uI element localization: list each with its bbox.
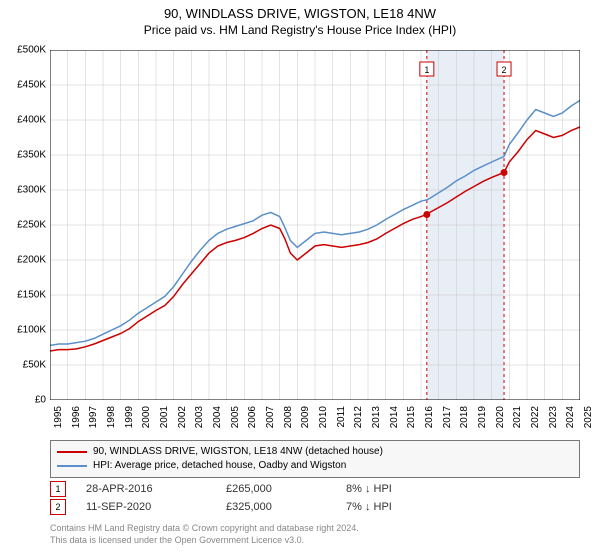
legend-swatch [57, 465, 87, 467]
x-axis-label: 2016 [424, 406, 435, 428]
y-axis-label: £400K [17, 115, 46, 126]
y-axis-label: £500K [17, 45, 46, 56]
sale-date: 11-SEP-2020 [86, 501, 206, 513]
sale-marker: 2 [50, 499, 66, 515]
svg-text:2: 2 [502, 65, 507, 75]
legend-item: 90, WINDLASS DRIVE, WIGSTON, LE18 4NW (d… [57, 445, 573, 459]
x-axis-label: 1998 [106, 406, 117, 428]
x-axis-label: 1999 [124, 406, 135, 428]
y-axis-label: £50K [23, 360, 46, 371]
x-axis-label: 2001 [159, 406, 170, 428]
x-axis-label: 1995 [53, 406, 64, 428]
x-axis-label: 2024 [565, 406, 576, 428]
x-axis-label: 2022 [530, 406, 541, 428]
sale-row: 2 11-SEP-2020 £325,000 7% ↓ HPI [50, 498, 580, 516]
x-axis-label: 2005 [230, 406, 241, 428]
legend-swatch [57, 451, 87, 453]
x-axis-label: 2018 [459, 406, 470, 428]
legend: 90, WINDLASS DRIVE, WIGSTON, LE18 4NW (d… [50, 440, 580, 478]
y-axis-label: £150K [17, 290, 46, 301]
chart-title: 90, WINDLASS DRIVE, WIGSTON, LE18 4NW [0, 0, 600, 21]
x-axis-label: 2019 [477, 406, 488, 428]
sale-date: 28-APR-2016 [86, 483, 206, 495]
x-axis-label: 2012 [353, 406, 364, 428]
y-axis-label: £300K [17, 185, 46, 196]
sale-row: 1 28-APR-2016 £265,000 8% ↓ HPI [50, 480, 580, 498]
svg-text:1: 1 [424, 65, 429, 75]
sale-marker: 1 [50, 481, 66, 497]
legend-label: HPI: Average price, detached house, Oadb… [93, 459, 346, 473]
sales-table: 1 28-APR-2016 £265,000 8% ↓ HPI 2 11-SEP-2020… [50, 480, 580, 516]
y-axis-label: £450K [17, 80, 46, 91]
chart-svg: 12 [50, 50, 580, 400]
sale-diff: 7% ↓ HPI [346, 501, 446, 513]
chart-container: 90, WINDLASS DRIVE, WIGSTON, LE18 4NW Pr… [0, 0, 600, 560]
x-axis-label: 2021 [512, 406, 523, 428]
credits: Contains HM Land Registry data © Crown c… [50, 522, 580, 546]
chart-area: 12 £0£50K£100K£150K£200K£250K£300K£350K£… [50, 50, 580, 400]
sale-price: £265,000 [226, 483, 326, 495]
x-axis-label: 2003 [194, 406, 205, 428]
x-axis-label: 2023 [548, 406, 559, 428]
x-axis-label: 1997 [88, 406, 99, 428]
x-axis-label: 2007 [265, 406, 276, 428]
x-axis-label: 2020 [495, 406, 506, 428]
x-axis-label: 1996 [71, 406, 82, 428]
legend-item: HPI: Average price, detached house, Oadb… [57, 459, 573, 473]
y-axis-label: £200K [17, 255, 46, 266]
x-axis-label: 2009 [300, 406, 311, 428]
y-axis-label: £250K [17, 220, 46, 231]
y-axis-label: £100K [17, 325, 46, 336]
x-axis-label: 2013 [371, 406, 382, 428]
x-axis-label: 2008 [283, 406, 294, 428]
x-axis-label: 2010 [318, 406, 329, 428]
x-axis-label: 2004 [212, 406, 223, 428]
x-axis-label: 2025 [583, 406, 594, 428]
credits-line-1: Contains HM Land Registry data © Crown c… [50, 522, 580, 534]
x-axis-label: 2014 [389, 406, 400, 428]
x-axis-label: 2006 [247, 406, 258, 428]
x-axis-label: 2017 [442, 406, 453, 428]
chart-subtitle: Price paid vs. HM Land Registry's House … [0, 21, 600, 37]
y-axis-label: £0 [35, 395, 46, 406]
sale-price: £325,000 [226, 501, 326, 513]
x-axis-label: 2000 [141, 406, 152, 428]
x-axis-label: 2011 [336, 406, 347, 428]
credits-line-2: This data is licensed under the Open Gov… [50, 534, 580, 546]
legend-label: 90, WINDLASS DRIVE, WIGSTON, LE18 4NW (d… [93, 445, 383, 459]
y-axis-label: £350K [17, 150, 46, 161]
x-axis-label: 2002 [177, 406, 188, 428]
x-axis-label: 2015 [406, 406, 417, 428]
sale-diff: 8% ↓ HPI [346, 483, 446, 495]
